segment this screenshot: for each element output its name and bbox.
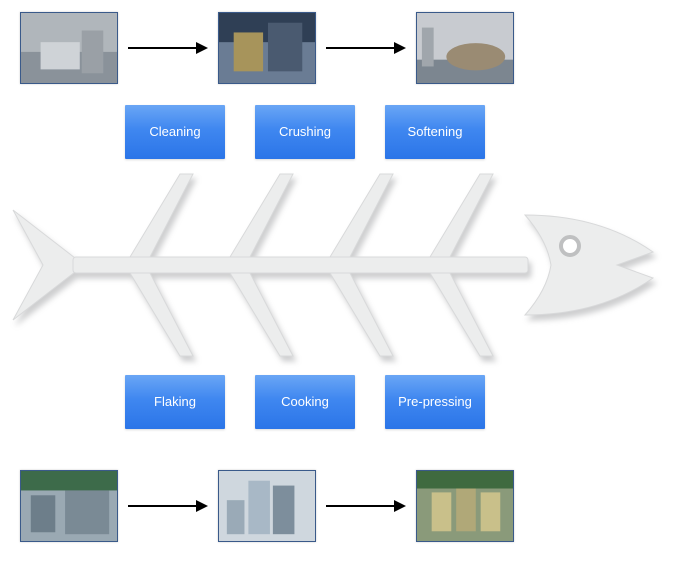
step-label: Pre-pressing: [398, 395, 472, 410]
step-label: Softening: [408, 125, 463, 140]
step-flaking: Flaking: [125, 375, 225, 429]
top-photo-row: [20, 12, 514, 84]
photo-cleaning: [20, 12, 118, 84]
step-label: Crushing: [279, 125, 331, 140]
photo-cooking: [218, 470, 316, 542]
photo-crushing: [218, 12, 316, 84]
step-label: Cleaning: [149, 125, 200, 140]
step-softening: Softening: [385, 105, 485, 159]
fishbone-diagram: [5, 160, 675, 370]
step-cleaning: Cleaning: [125, 105, 225, 159]
bottom-label-row: Flaking Cooking Pre-pressing: [125, 375, 485, 429]
step-prepressing: Pre-pressing: [385, 375, 485, 429]
photo-flaking: [20, 470, 118, 542]
step-label: Flaking: [154, 395, 196, 410]
arrow-icon: [126, 496, 210, 516]
step-cooking: Cooking: [255, 375, 355, 429]
arrow-icon: [126, 38, 210, 58]
top-label-row: Cleaning Crushing Softening: [125, 105, 485, 159]
step-label: Cooking: [281, 395, 329, 410]
step-crushing: Crushing: [255, 105, 355, 159]
arrow-icon: [324, 38, 408, 58]
photo-prepressing: [416, 470, 514, 542]
photo-softening: [416, 12, 514, 84]
bottom-photo-row: [20, 470, 514, 542]
arrow-icon: [324, 496, 408, 516]
